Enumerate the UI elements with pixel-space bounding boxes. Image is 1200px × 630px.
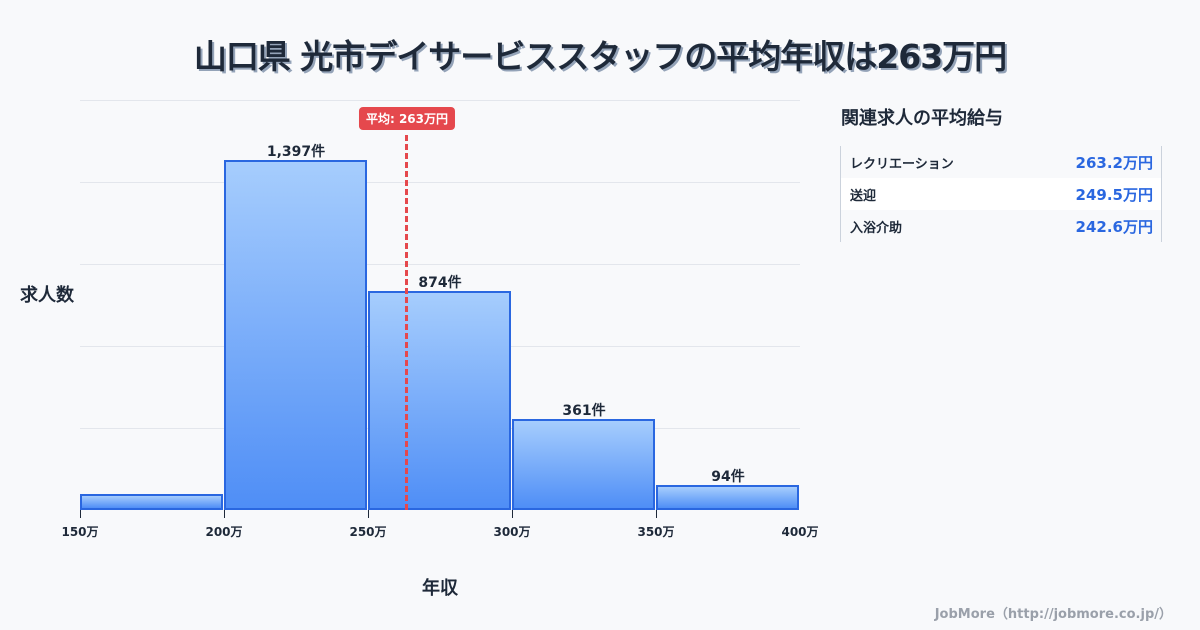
bar-200-250 — [224, 160, 367, 510]
related-salary-title: 関連求人の平均給与 — [841, 108, 1003, 129]
table-row: 入浴介助 242.6万円 — [841, 210, 1161, 242]
average-line — [405, 135, 408, 510]
related-salary-table: レクリエーション 263.2万円 送迎 249.5万円 入浴介助 242.6万円 — [840, 146, 1162, 242]
job-name: レクリエーション — [850, 156, 954, 172]
x-tick-label: 300万 — [493, 525, 531, 539]
x-tick-label: 350万 — [637, 525, 675, 539]
gridline — [80, 264, 800, 265]
x-tick — [80, 510, 81, 518]
x-tick-label: 200万 — [205, 525, 243, 539]
x-tick — [512, 510, 513, 518]
job-salary: 249.5万円 — [1075, 185, 1153, 204]
job-name: 入浴介助 — [850, 220, 903, 236]
bar-300-350 — [512, 419, 655, 510]
page-title: 山口県 光市デイサービススタッフの平均年収は263万円 — [193, 37, 1007, 76]
gridline — [80, 182, 800, 183]
x-tick — [224, 510, 225, 518]
bar-250-300 — [368, 291, 511, 510]
bar-label: 874件 — [418, 275, 462, 291]
bar-label: 94件 — [711, 469, 745, 485]
x-tick-label: 400万 — [781, 525, 819, 539]
job-salary: 242.6万円 — [1075, 217, 1153, 236]
gridline — [80, 100, 800, 101]
x-tick-label: 150万 — [61, 525, 99, 539]
bar-150-200 — [80, 494, 223, 510]
bar-350-400 — [656, 485, 799, 510]
job-name: 送迎 — [850, 188, 877, 204]
x-tick-label: 250万 — [349, 525, 387, 539]
x-tick — [368, 510, 369, 518]
x-axis-label: 年収 — [422, 578, 458, 599]
bar-label: 361件 — [562, 403, 606, 419]
table-row: レクリエーション 263.2万円 — [841, 146, 1161, 178]
bar-label: 1,397件 — [266, 144, 326, 160]
y-axis-label: 求人数 — [20, 285, 74, 306]
source-credit: JobMore（http://jobmore.co.jp/） — [934, 607, 1172, 622]
table-row: 送迎 249.5万円 — [841, 178, 1161, 210]
histogram-plot: 1,397件 874件 361件 94件 平均: 263万円 — [80, 100, 800, 510]
job-salary: 263.2万円 — [1075, 153, 1153, 172]
average-badge: 平均: 263万円 — [358, 107, 456, 130]
x-tick — [656, 510, 657, 518]
